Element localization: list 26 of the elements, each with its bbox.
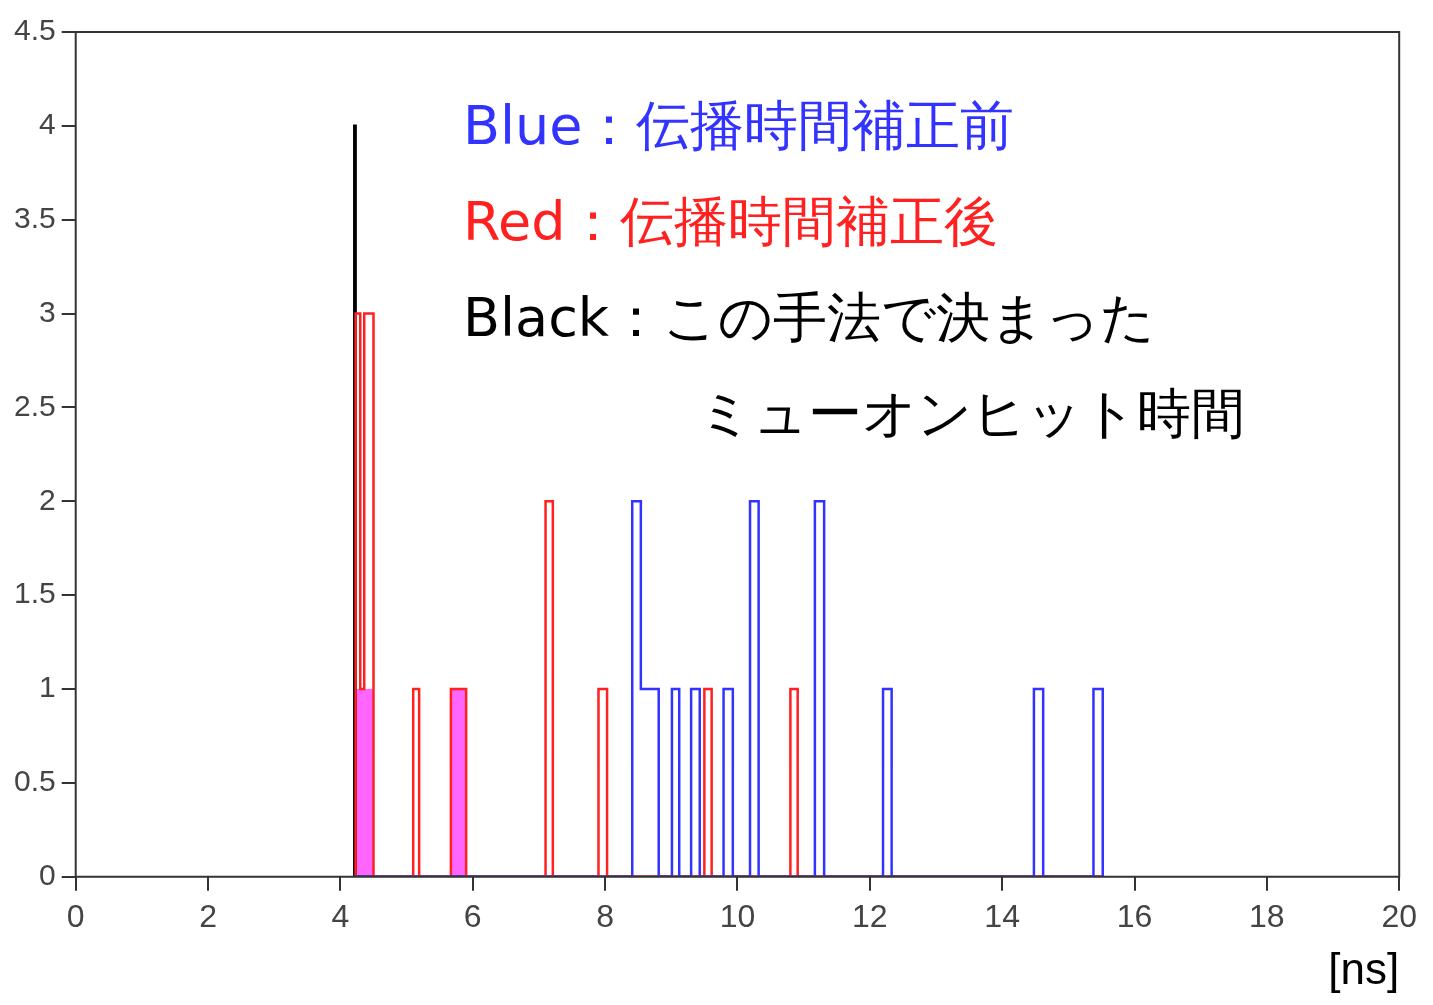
x-tick-label: 6: [463, 897, 482, 934]
annotation: Black：この手法で決まった: [463, 285, 1157, 351]
y-tick-label: 2.5: [13, 388, 56, 422]
annotation: Red：伝播時間補正後: [463, 189, 999, 255]
y-tick-label: 1: [39, 670, 56, 704]
x-tick-label: 16: [1116, 897, 1153, 934]
y-tick-label: 0.5: [13, 764, 56, 798]
x-tick-label: 2: [199, 897, 217, 934]
y-tick-label: 1.5: [13, 576, 56, 610]
x-tick-label: 14: [984, 897, 1020, 934]
x-tick-label: 0: [66, 897, 85, 934]
y-tick-label: 3.5: [13, 201, 56, 234]
x-tick-label: 8: [596, 897, 614, 934]
x-tick-label: 10: [719, 897, 756, 934]
x-tick-label: 20: [1381, 897, 1417, 934]
x-tick-label: 18: [1249, 897, 1285, 934]
y-tick-label: 2: [39, 482, 56, 516]
x-tick-label: 12: [852, 897, 888, 934]
x-tick-label: 4: [331, 897, 350, 934]
annotation: Blue：伝播時間補正前: [463, 93, 1016, 159]
annotation: ミューオンヒット時間: [697, 381, 1245, 447]
y-tick-label: 3: [39, 294, 56, 328]
y-tick-label: 0: [39, 858, 56, 892]
y-tick-label: 4: [39, 107, 56, 141]
x-axis-title: [ns]: [1328, 943, 1400, 993]
y-tick-label: 4.5: [13, 13, 56, 47]
